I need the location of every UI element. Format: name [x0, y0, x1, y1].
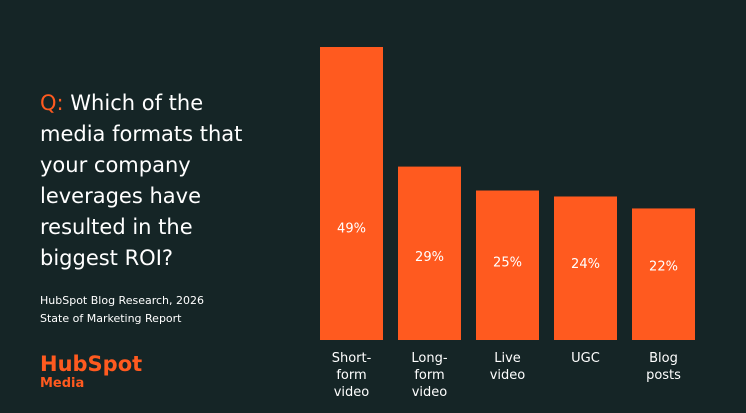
value-label: 24%: [571, 257, 600, 272]
x-tick-label: Long- form video: [411, 351, 448, 400]
source-line: HubSpot Blog Research, 2026: [40, 294, 204, 307]
x-tick-label: Live video: [489, 351, 526, 383]
x-tick-label: Short- form video: [331, 351, 372, 400]
bar: [320, 47, 383, 340]
chart-title-block: Q: Which of the media formats that your …: [40, 88, 262, 274]
bar: [398, 166, 461, 340]
value-label: 29%: [415, 250, 444, 265]
chart-title: Which of the media formats that your com…: [40, 91, 243, 270]
x-tick-label: Blog posts: [646, 351, 681, 383]
bar: [632, 208, 695, 340]
bar: [476, 190, 539, 340]
bar: [554, 196, 617, 340]
x-tick-label: UGC: [571, 351, 600, 366]
source: HubSpot Blog Research, 2026 State of Mar…: [40, 292, 204, 328]
logo-name: HubSpot: [40, 352, 143, 376]
source-line: State of Marketing Report: [40, 312, 182, 325]
title-prefix: Q:: [40, 91, 64, 115]
value-label: 22%: [649, 260, 678, 275]
value-label: 25%: [493, 255, 522, 270]
logo: HubSpot Media: [40, 352, 142, 392]
logo-sub: Media: [40, 376, 85, 391]
value-label: 49%: [337, 222, 366, 237]
